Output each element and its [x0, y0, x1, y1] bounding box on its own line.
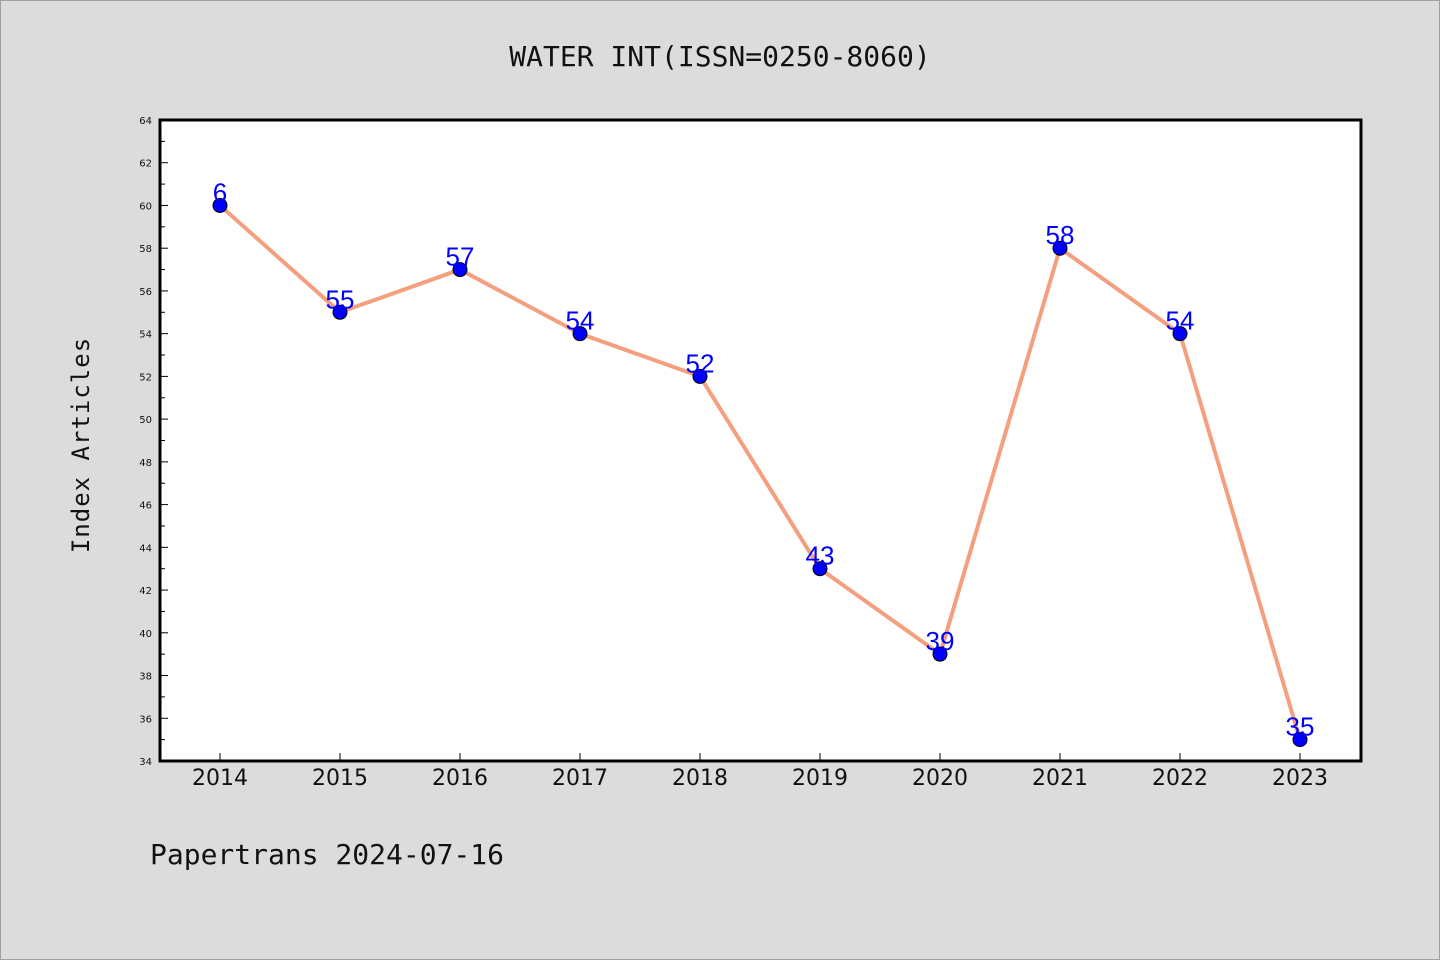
footer-text: Papertrans 2024-07-16 — [150, 838, 504, 871]
y-tick-label: 52 — [139, 372, 152, 383]
y-tick-label: 62 — [139, 159, 152, 170]
y-tick-label: 42 — [139, 586, 152, 597]
chart-title: WATER INT(ISSN=0250-8060) — [509, 40, 930, 73]
data-label: 35 — [1286, 712, 1315, 742]
x-tick-label: 2014 — [192, 766, 248, 791]
data-point — [452, 262, 468, 278]
data-point — [932, 646, 948, 662]
x-tick-label: 2020 — [912, 766, 968, 791]
data-labels: 6 55 57 54 52 43 39 58 54 35 — [213, 177, 1315, 741]
plot-area — [158, 118, 1363, 763]
series-line — [218, 203, 1302, 741]
y-axis: 34 36 38 40 42 44 46 48 50 52 54 56 58 60 62 64 — [139, 116, 168, 768]
x-tick-label: 2023 — [1272, 766, 1328, 791]
data-label: 52 — [686, 348, 715, 378]
data-label: 54 — [566, 306, 595, 336]
data-label: 55 — [326, 284, 355, 314]
x-tick-label: 2021 — [1032, 766, 1088, 791]
data-label: 39 — [926, 626, 955, 656]
y-tick-label: 56 — [139, 287, 152, 298]
y-tick-label: 38 — [139, 672, 152, 683]
y-tick-label: 46 — [139, 501, 152, 512]
y-tick-label: 36 — [139, 714, 152, 725]
x-tick-label: 2019 — [792, 766, 848, 791]
data-label: 58 — [1046, 220, 1075, 250]
data-point — [1052, 240, 1068, 256]
y-tick-label: 50 — [139, 415, 152, 426]
data-label: 57 — [446, 242, 475, 272]
data-point — [1172, 326, 1188, 342]
data-point — [332, 304, 348, 320]
x-tick-label: 2016 — [432, 766, 488, 791]
data-point — [212, 197, 228, 213]
y-tick-label: 64 — [139, 116, 152, 127]
x-axis: 2014 2015 2016 2017 2018 2019 2020 2021 2022 2023 — [192, 753, 1328, 791]
data-label: 6 — [213, 177, 227, 207]
y-tick-label: 48 — [139, 458, 152, 469]
data-label: 54 — [1166, 306, 1195, 336]
x-tick-label: 2022 — [1152, 766, 1208, 791]
y-tick-label: 60 — [139, 201, 152, 212]
x-tick-label: 2018 — [672, 766, 728, 791]
data-point — [572, 326, 588, 342]
data-point — [1292, 732, 1308, 748]
data-point — [812, 561, 828, 577]
x-tick-label: 2015 — [312, 766, 368, 791]
data-label: 43 — [806, 541, 835, 571]
x-tick-label: 2017 — [552, 766, 608, 791]
y-tick-label: 34 — [139, 757, 152, 768]
y-tick-label: 58 — [139, 244, 152, 255]
y-tick-label: 44 — [139, 543, 152, 554]
y-axis-label: Index Articles — [67, 337, 95, 553]
y-tick-label: 40 — [139, 629, 152, 640]
data-point — [692, 368, 708, 384]
y-tick-label: 54 — [139, 330, 152, 341]
data-markers — [212, 197, 1308, 748]
